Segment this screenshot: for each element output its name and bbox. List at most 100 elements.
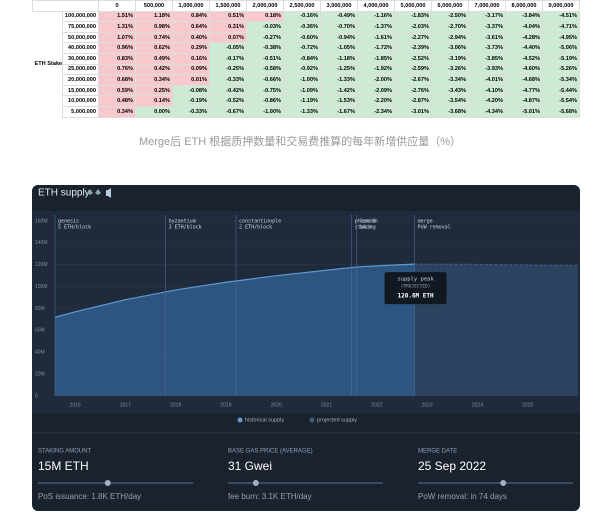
cell: -5.34% bbox=[542, 74, 580, 86]
cell: -2.09% bbox=[357, 84, 395, 97]
table-row: 75,000,000 1.31% 0.98% 0.64% 0.31% -0.03% -0.3… bbox=[33, 21, 580, 33]
column-header: 5,000,000 bbox=[394, 0, 432, 12]
cell: -0.86% bbox=[246, 95, 284, 107]
eth-supply-widget: ETH supply 0 20M 40M 60M 80M 100M 120M 140M 160M… bbox=[32, 185, 580, 511]
cell: -1.92% bbox=[357, 63, 395, 76]
legend-swatch bbox=[237, 417, 243, 423]
cell: 0.48% bbox=[98, 95, 136, 107]
cell: -0.36% bbox=[283, 21, 321, 33]
cell: 0.16% bbox=[172, 52, 210, 65]
legend-swatch bbox=[309, 417, 315, 423]
event-sublabel: 2 ETH/block bbox=[239, 225, 272, 231]
cell: -0.19% bbox=[172, 95, 210, 107]
cell: -0.70% bbox=[320, 21, 358, 33]
cell: -4.10% bbox=[468, 84, 506, 97]
row-label: 20,000,000 bbox=[62, 74, 99, 86]
cell: -2.87% bbox=[394, 95, 432, 107]
cell: 1.07% bbox=[98, 31, 136, 44]
slider-knob[interactable] bbox=[104, 480, 111, 486]
supply-table: 0 500,000 1,000,000 1,500,000 2,000,000 2,500… bbox=[32, 0, 580, 118]
event-label: phase 0 bbox=[355, 219, 376, 225]
control-value: 15M ETH bbox=[38, 459, 89, 473]
row-label: 50,000,000 bbox=[62, 31, 99, 44]
cell: -0.27% bbox=[246, 31, 284, 44]
y-tick-label: 40M bbox=[35, 350, 45, 356]
y-tick-label: 140M bbox=[35, 240, 48, 246]
cell: 0.14% bbox=[135, 95, 173, 107]
slider-knob[interactable] bbox=[252, 480, 259, 486]
row-label: 75,000,000 bbox=[62, 21, 99, 33]
tooltip-value: 120.6M ETH bbox=[398, 293, 435, 300]
y-tick-label: 0 bbox=[35, 393, 38, 399]
event-sublabel: PoW removal bbox=[418, 225, 451, 231]
table-row: 20,000,000 0.68% 0.34% 0.01% -0.33% -0.66% -1.… bbox=[33, 74, 580, 86]
cell: -0.17% bbox=[209, 52, 247, 65]
event-label: london bbox=[360, 219, 378, 225]
cell: -0.75% bbox=[246, 84, 284, 97]
event-label: genesis bbox=[58, 219, 79, 225]
cell: 0.74% bbox=[135, 31, 173, 44]
event-label: constantinople bbox=[239, 219, 281, 225]
cell: 0.51% bbox=[209, 10, 247, 23]
cell: -4.77% bbox=[505, 84, 543, 97]
cell: -4.68% bbox=[505, 74, 543, 86]
y-tick-label: 60M bbox=[35, 328, 45, 334]
x-tick-label: 2024 bbox=[472, 402, 483, 408]
x-tick-label: 2019 bbox=[220, 402, 231, 408]
x-tick-label: 2025 bbox=[522, 402, 533, 408]
control-label: STAKING AMOUNT bbox=[38, 449, 92, 455]
cell: -0.08% bbox=[172, 84, 210, 97]
cell: -5.54% bbox=[542, 95, 580, 107]
cell: -1.00% bbox=[283, 74, 321, 86]
cell: -0.51% bbox=[246, 52, 284, 65]
cell: -2.39% bbox=[394, 42, 432, 54]
cell: 0.76% bbox=[98, 63, 136, 76]
cell: 0.62% bbox=[135, 42, 173, 54]
cell: -0.92% bbox=[283, 63, 321, 76]
column-header: 8,000,000 bbox=[505, 0, 543, 12]
cell: -0.25% bbox=[209, 63, 247, 76]
area bbox=[414, 264, 578, 396]
cell: -5.44% bbox=[542, 84, 580, 97]
cell: -1.33% bbox=[283, 105, 321, 118]
tooltip-title: supply peak bbox=[397, 277, 434, 283]
cell: -0.42% bbox=[209, 84, 247, 97]
cell: -3.84% bbox=[505, 10, 543, 23]
table-row: 40,000,000 0.96% 0.62% 0.29% -0.05% -0.38% -0.… bbox=[33, 42, 580, 54]
event-sublabel: burn bbox=[360, 225, 372, 231]
slider-knob[interactable] bbox=[500, 480, 507, 486]
row-label: 100,000,000 bbox=[62, 10, 99, 23]
cell: -4.60% bbox=[505, 63, 543, 76]
x-tick-label: 2017 bbox=[120, 402, 131, 408]
cell: -1.61% bbox=[357, 31, 395, 44]
cell: -0.33% bbox=[172, 105, 210, 118]
cell: 1.51% bbox=[98, 10, 136, 23]
cell: 0.31% bbox=[209, 21, 247, 33]
cell: -5.68% bbox=[542, 105, 580, 118]
legend-label: historical supply bbox=[245, 417, 284, 423]
cell: -3.06% bbox=[431, 42, 469, 54]
cell: -2.20% bbox=[357, 95, 395, 107]
cell: -1.16% bbox=[357, 10, 395, 23]
column-header: 2,000,000 bbox=[246, 0, 284, 12]
event-label: byzantium bbox=[169, 219, 196, 225]
x-tick-label: 2018 bbox=[170, 402, 181, 408]
cell: 1.18% bbox=[135, 10, 173, 23]
cell: 0.25% bbox=[135, 84, 173, 97]
cell: -0.49% bbox=[320, 10, 358, 23]
area bbox=[55, 264, 415, 396]
cell: -1.83% bbox=[394, 10, 432, 23]
table-row: ETH Staked 100,000,000 1.51% 1.18% 0.84% 0.51… bbox=[33, 10, 580, 67]
cell: -3.61% bbox=[468, 31, 506, 44]
cell: -4.87% bbox=[505, 95, 543, 107]
y-tick-label: 80M bbox=[35, 306, 45, 312]
cell: -1.19% bbox=[283, 95, 321, 107]
x-tick-label: 2021 bbox=[321, 402, 332, 408]
event-sublabel: 3 ETH/block bbox=[169, 225, 202, 231]
cell: -2.52% bbox=[394, 52, 432, 65]
cell: -3.01% bbox=[394, 105, 432, 118]
cell: -4.01% bbox=[468, 74, 506, 86]
cell: -1.05% bbox=[320, 42, 358, 54]
column-header: 1,500,000 bbox=[209, 0, 247, 12]
